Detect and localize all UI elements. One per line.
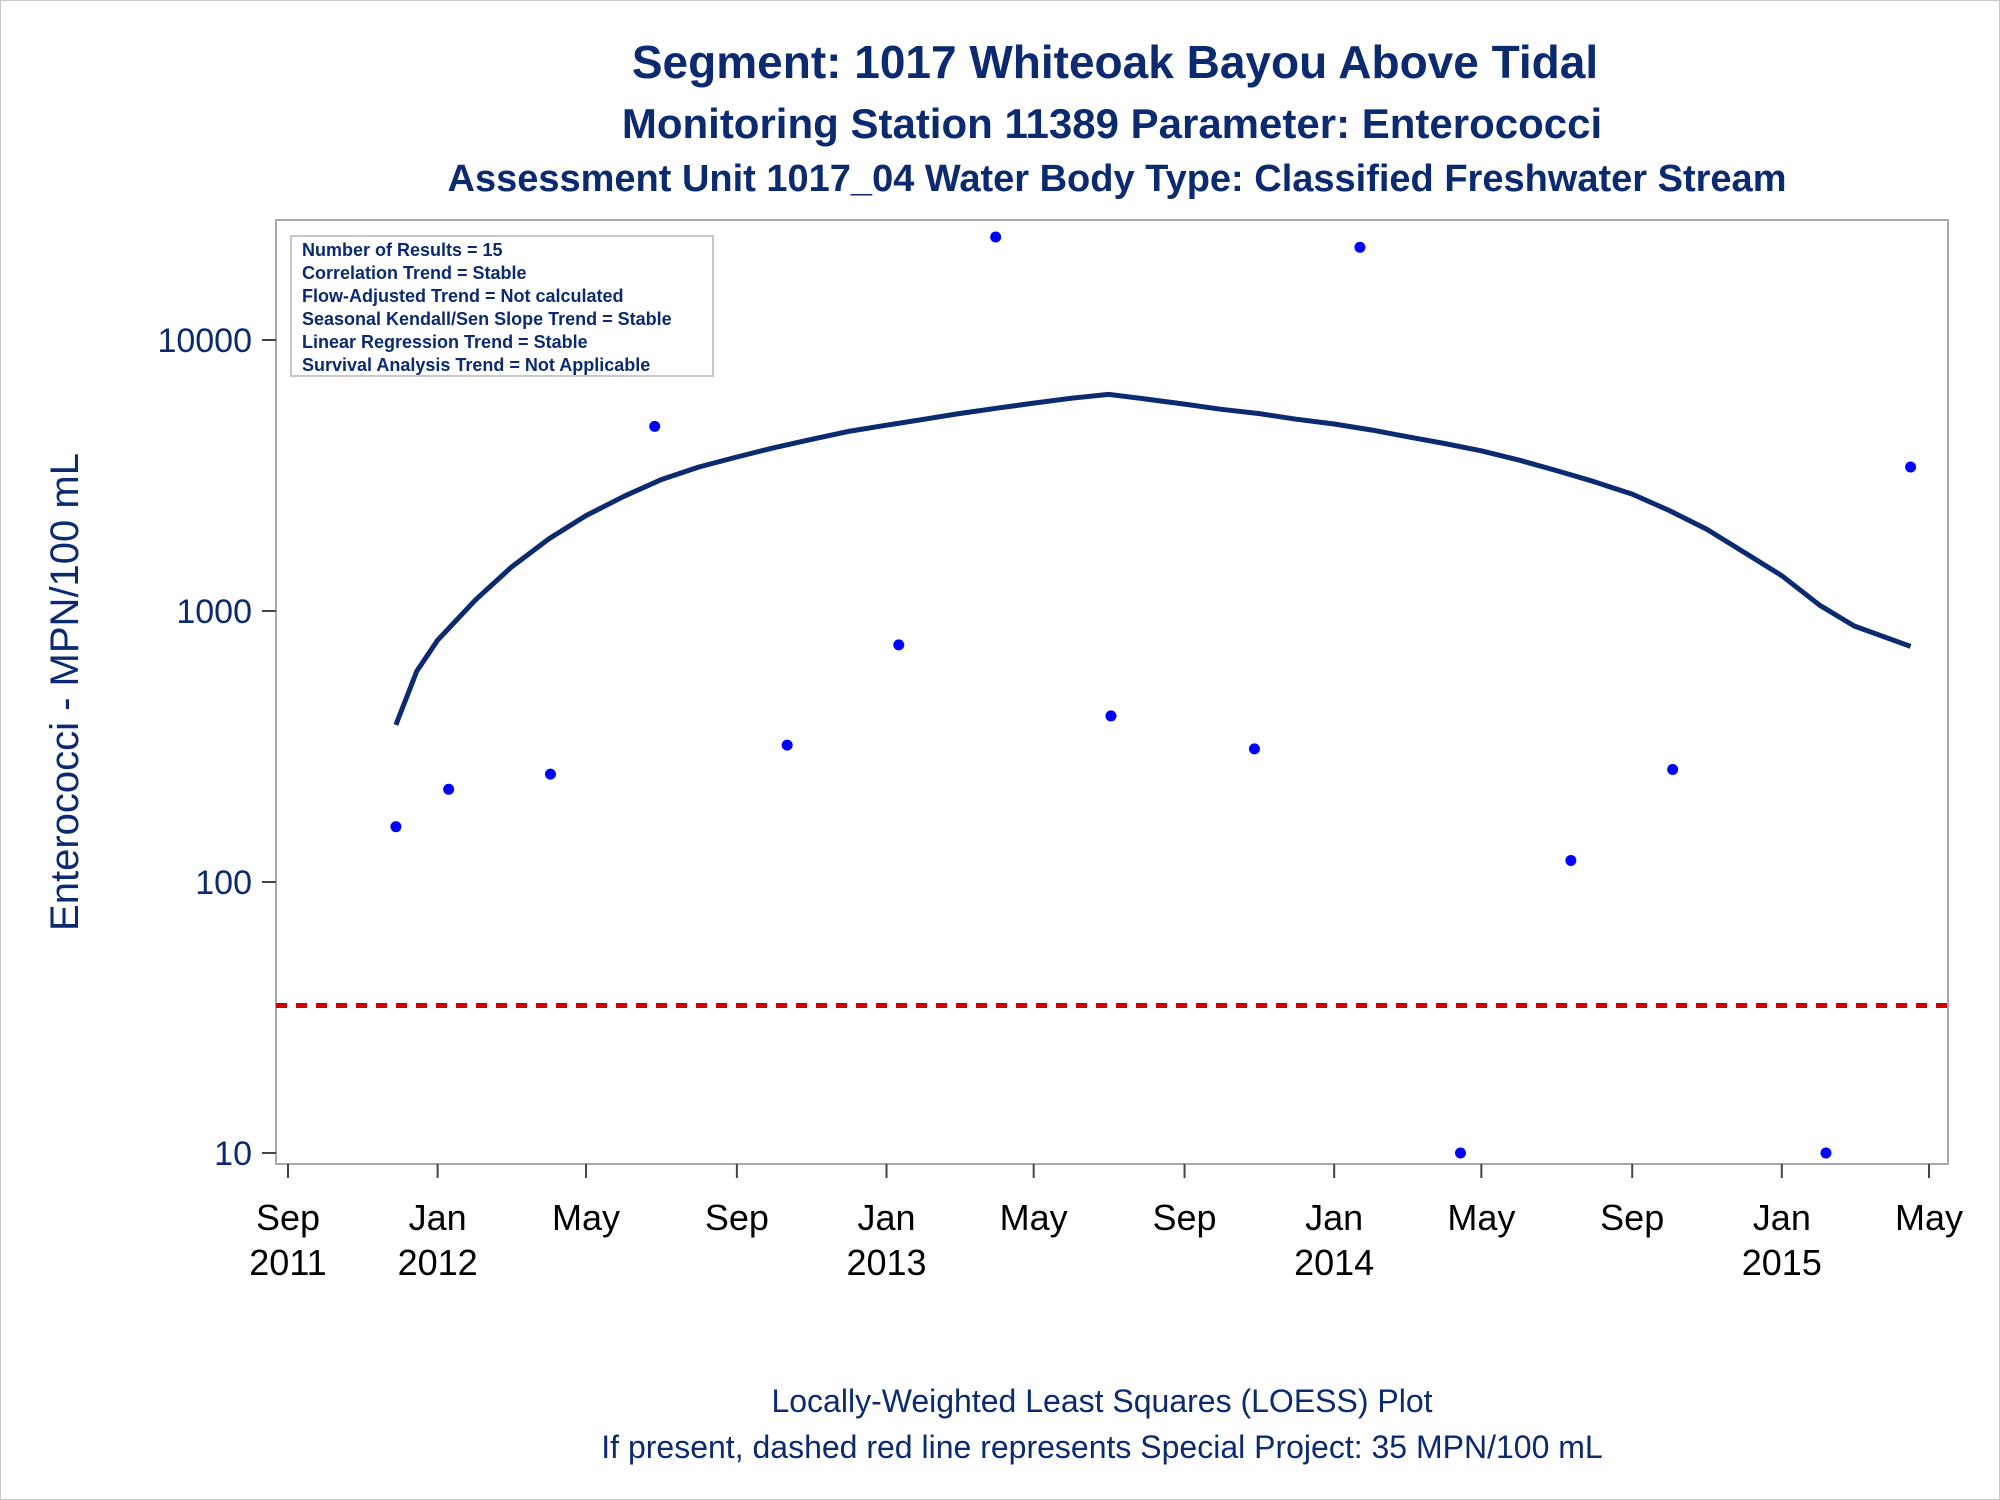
data-point: [1354, 241, 1366, 253]
x-tick-label-month: Sep: [1153, 1197, 1217, 1238]
y-tick-label: 100: [195, 864, 252, 902]
stats-line: Number of Results = 15: [302, 240, 503, 260]
x-tick-label-month: Jan: [857, 1197, 915, 1238]
data-points: [390, 231, 1917, 1159]
footnote-reference: If present, dashed red line represents S…: [601, 1429, 1602, 1465]
x-tick-label-month: May: [1447, 1197, 1515, 1238]
stats-line: Correlation Trend = Stable: [302, 263, 527, 283]
x-tick-label-month: May: [1895, 1197, 1963, 1238]
data-point: [1248, 743, 1260, 755]
stats-box: Number of Results = 15 Correlation Trend…: [290, 235, 714, 377]
data-point: [1105, 710, 1117, 722]
chart-subtitle-station: Monitoring Station 11389 Parameter: Ente…: [622, 100, 1602, 147]
x-tick-label-month: May: [1000, 1197, 1068, 1238]
data-point: [544, 768, 556, 780]
data-point: [443, 783, 455, 795]
stats-line: Survival Analysis Trend = Not Applicable: [302, 355, 650, 375]
x-tick-label-year: 2013: [846, 1242, 926, 1283]
x-tick-label-month: Jan: [1753, 1197, 1811, 1238]
y-axis: 10 100 1000 10000: [157, 322, 276, 1173]
x-tick-label-month: Sep: [256, 1197, 320, 1238]
data-point: [1905, 461, 1917, 473]
plot-area: [275, 219, 1949, 1165]
data-point: [1820, 1147, 1832, 1159]
data-point: [1565, 855, 1577, 867]
x-tick-label-year: 2014: [1294, 1242, 1374, 1283]
x-tick-label-year: 2011: [249, 1242, 326, 1283]
stats-line: Flow-Adjusted Trend = Not calculated: [302, 286, 624, 306]
stats-box-border: [290, 235, 714, 377]
data-point: [1454, 1147, 1466, 1159]
y-tick-label: 10: [214, 1135, 252, 1173]
data-point: [781, 739, 793, 751]
stats-line: Linear Regression Trend = Stable: [302, 332, 588, 352]
data-point: [649, 420, 661, 432]
data-point: [893, 639, 905, 651]
data-point: [390, 821, 402, 833]
x-tick-label-month: Jan: [1305, 1197, 1363, 1238]
x-tick-label-month: Sep: [1600, 1197, 1664, 1238]
x-tick-label-month: Sep: [705, 1197, 769, 1238]
loess-curve: [393, 391, 1912, 726]
footnote-loess: Locally-Weighted Least Squares (LOESS) P…: [771, 1383, 1432, 1419]
chart-subtitle-assessment: Assessment Unit 1017_04 Water Body Type:…: [448, 158, 1787, 200]
chart-title: Segment: 1017 Whiteoak Bayou Above Tidal: [632, 36, 1598, 88]
stats-line: Seasonal Kendall/Sen Slope Trend = Stabl…: [302, 309, 672, 329]
data-point: [990, 231, 1002, 243]
y-tick-label: 10000: [157, 322, 252, 360]
y-tick-label: 1000: [176, 593, 252, 631]
y-axis-label: Enterococci - MPN/100 mL: [43, 453, 87, 931]
x-tick-label-year: 2012: [398, 1242, 478, 1283]
x-tick-label-month: Jan: [409, 1197, 467, 1238]
x-tick-label-month: May: [552, 1197, 620, 1238]
data-point: [1667, 764, 1679, 776]
x-tick-label-year: 2015: [1742, 1242, 1822, 1283]
